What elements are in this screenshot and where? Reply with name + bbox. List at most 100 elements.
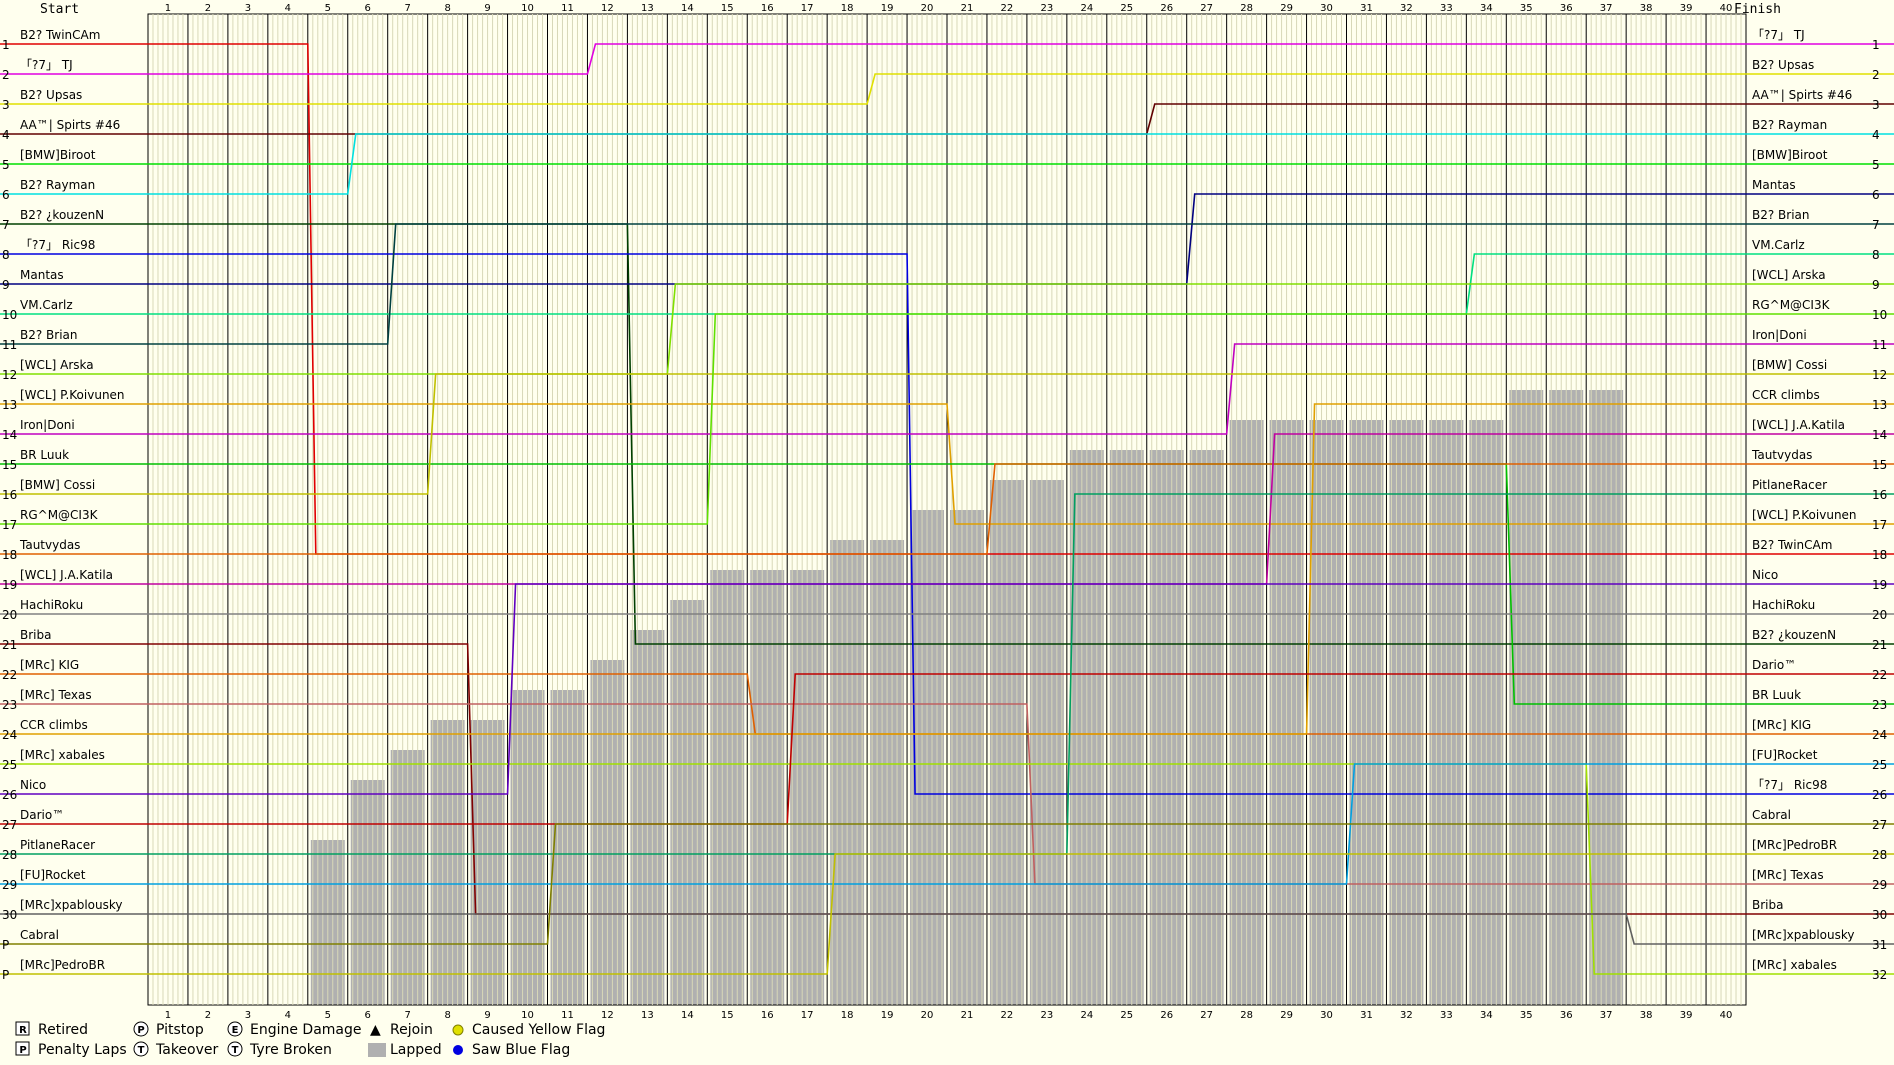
- left-position: 6: [2, 188, 10, 202]
- start-driver-label: RG^M@CI3K: [20, 508, 99, 522]
- position-line: [0, 913, 1894, 945]
- lap-number-bottom: 6: [365, 1010, 371, 1021]
- finish-driver-label: [WCL] Arska: [1752, 268, 1826, 282]
- yellow-flag-icon: [452, 1024, 464, 1036]
- start-driver-label: HachiRoku: [20, 598, 83, 612]
- position-line: [0, 673, 1894, 825]
- lap-number-top: 18: [841, 3, 854, 14]
- lap-number-bottom: 35: [1520, 1010, 1533, 1021]
- lap-number-bottom: 31: [1360, 1010, 1373, 1021]
- position-line: [0, 763, 1894, 975]
- lap-number-top: 9: [484, 3, 490, 14]
- start-driver-label: Dario™: [20, 808, 64, 822]
- left-position: 13: [2, 398, 17, 412]
- finish-driver-label: [WCL] J.A.Katila: [1752, 418, 1845, 432]
- lap-number-bottom: 14: [681, 1010, 694, 1021]
- legend-label: Lapped: [390, 1042, 442, 1058]
- finish-driver-label: PitlaneRacer: [1752, 478, 1827, 492]
- legend-box-icon: [15, 1041, 30, 1056]
- finish-header: Finish: [1734, 2, 1781, 17]
- lap-number-bottom: 30: [1320, 1010, 1333, 1021]
- finish-driver-label: 「?7」 Ric98: [1752, 778, 1827, 792]
- finish-driver-label: Nico: [1752, 568, 1778, 582]
- lap-number-top: 2: [205, 3, 211, 14]
- legend-symbol: E: [232, 1025, 239, 1036]
- finish-driver-label: Mantas: [1752, 178, 1796, 192]
- lap-number-bottom: 37: [1600, 1010, 1613, 1021]
- left-position: 1: [2, 38, 10, 52]
- left-position: 25: [2, 758, 17, 772]
- lap-number-bottom: 23: [1041, 1010, 1054, 1021]
- lap-number-top: 32: [1400, 3, 1413, 14]
- lap-number-bottom: 39: [1680, 1010, 1693, 1021]
- position-line: [0, 343, 1894, 435]
- lapped-swatch: [368, 1043, 386, 1057]
- start-driver-label: [FU]Rocket: [20, 868, 86, 882]
- start-driver-label: [MRc] xabales: [20, 748, 105, 762]
- start-driver-label: [MRc] KIG: [20, 658, 79, 672]
- lap-number-bottom: 36: [1560, 1010, 1573, 1021]
- position-line: [0, 313, 1894, 525]
- position-line: [0, 43, 1894, 75]
- lap-number-bottom: 40: [1720, 1010, 1733, 1021]
- lap-number-top: 30: [1320, 3, 1333, 14]
- legend-symbol: T: [138, 1045, 145, 1056]
- left-position: 12: [2, 368, 17, 382]
- lap-number-top: 1: [165, 3, 171, 14]
- lap-number-bottom: 12: [601, 1010, 614, 1021]
- right-position: 5: [1872, 158, 1880, 172]
- right-position: 18: [1872, 548, 1887, 562]
- right-position: 20: [1872, 608, 1887, 622]
- position-line: [0, 403, 1894, 735]
- position-line: [0, 193, 1894, 285]
- position-line: [0, 103, 1894, 135]
- start-driver-label: [MRc]PedroBR: [20, 958, 105, 972]
- position-line: [0, 583, 1894, 795]
- legend-box-icon: [15, 1021, 30, 1036]
- left-position: 27: [2, 818, 17, 832]
- right-position: 11: [1872, 338, 1887, 352]
- start-driver-label: CCR climbs: [20, 718, 88, 732]
- right-position: 17: [1872, 518, 1887, 532]
- right-position: 31: [1872, 938, 1887, 952]
- finish-driver-label: Cabral: [1752, 808, 1791, 822]
- right-position: 8: [1872, 248, 1880, 262]
- left-position: 17: [2, 518, 17, 532]
- left-position: 28: [2, 848, 17, 862]
- lap-number-bottom: 4: [285, 1010, 291, 1021]
- left-position: 3: [2, 98, 10, 112]
- finish-driver-label: Dario™: [1752, 658, 1796, 672]
- position-line: [0, 433, 1894, 585]
- lap-number-top: 35: [1520, 3, 1533, 14]
- lap-number-top: 16: [761, 3, 774, 14]
- right-position: 6: [1872, 188, 1880, 202]
- lap-number-bottom: 11: [561, 1010, 574, 1021]
- lap-number-top: 28: [1240, 3, 1253, 14]
- lap-number-top: 25: [1120, 3, 1133, 14]
- position-line: [0, 283, 1894, 375]
- lap-number-bottom: 1: [165, 1010, 171, 1021]
- left-position: 9: [2, 278, 10, 292]
- start-driver-label: BR Luuk: [20, 448, 69, 462]
- lap-number-top: 5: [325, 3, 331, 14]
- legend-circle-icon: [227, 1041, 243, 1057]
- right-position: 3: [1872, 98, 1880, 112]
- finish-driver-label: AA™| Spirts #46: [1752, 88, 1852, 102]
- start-driver-label: Mantas: [20, 268, 64, 282]
- legend-label: Saw Blue Flag: [472, 1042, 570, 1058]
- legend-label: Pitstop: [156, 1022, 204, 1038]
- start-driver-label: VM.Carlz: [20, 298, 73, 312]
- start-driver-label: PitlaneRacer: [20, 838, 95, 852]
- finish-driver-label: B2? ¿kouzenN: [1752, 628, 1836, 642]
- right-position: 7: [1872, 218, 1880, 232]
- lap-number-top: 39: [1680, 3, 1693, 14]
- left-position: 4: [2, 128, 10, 142]
- right-position: 24: [1872, 728, 1887, 742]
- legend-circle-icon: [133, 1021, 149, 1037]
- start-driver-label: B2? Rayman: [20, 178, 95, 192]
- finish-driver-label: B2? Brian: [1752, 208, 1810, 222]
- lap-number-bottom: 21: [961, 1010, 974, 1021]
- lap-number-top: 22: [1001, 3, 1014, 14]
- lap-number-bottom: 8: [444, 1010, 450, 1021]
- lap-number-bottom: 15: [721, 1010, 734, 1021]
